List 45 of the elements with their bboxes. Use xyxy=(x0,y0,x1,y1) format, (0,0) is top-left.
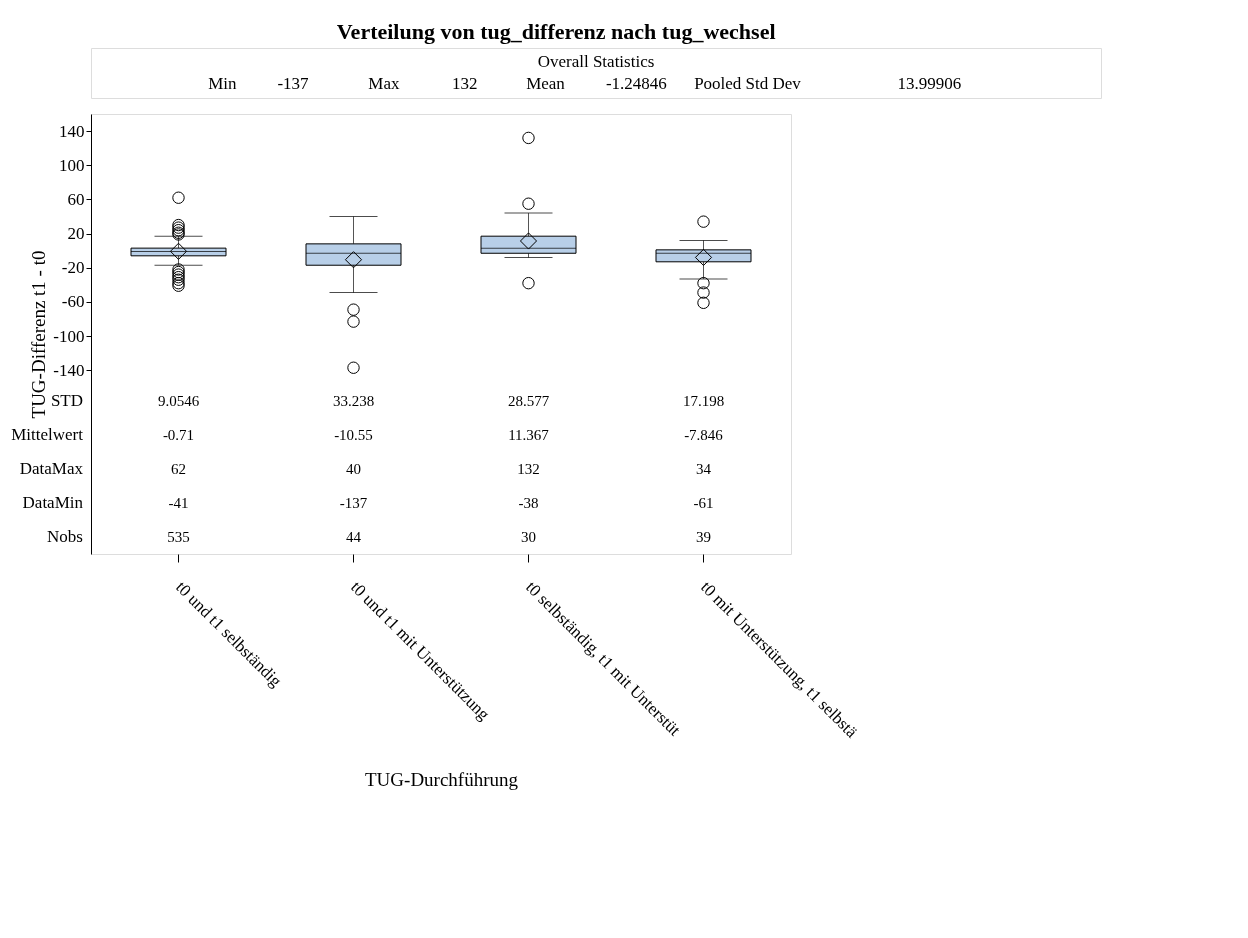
chart-title: Verteilung von tug_differenz nach tug_wechsel xyxy=(336,18,776,44)
annotation: 34 xyxy=(696,461,712,478)
text: DataMin xyxy=(22,493,84,513)
y-tick-label: 140 xyxy=(59,121,85,141)
text: Min xyxy=(208,74,237,94)
annotation: -10.55 xyxy=(334,427,373,444)
text: 132 xyxy=(451,74,478,94)
x-axis-title: TUG-Durchführung xyxy=(364,768,519,790)
annotation: 40 xyxy=(346,461,361,478)
annotation: 39 xyxy=(696,529,711,546)
annotation: 28.577 xyxy=(507,393,550,410)
annotation: 11.367 xyxy=(508,427,550,444)
annotation: 9.0546 xyxy=(157,393,200,410)
text: STD xyxy=(50,391,83,411)
y-tick-label: -140 xyxy=(53,360,85,380)
annotation: 33.238 xyxy=(332,393,375,410)
annotation: 17.198 xyxy=(682,393,725,410)
text: 13.99906 xyxy=(897,74,962,94)
text: Mittelwert xyxy=(11,425,84,445)
text: Nobs xyxy=(47,527,83,547)
text: Overall Statistics xyxy=(537,51,655,71)
annotation: -7.846 xyxy=(684,427,724,444)
y-tick-label: -100 xyxy=(53,326,85,346)
annotation: 62 xyxy=(171,461,186,478)
y-tick-label: 60 xyxy=(67,189,85,209)
annotation: -38 xyxy=(518,495,539,512)
annotation: -137 xyxy=(339,495,368,512)
text: -1.24846 xyxy=(605,74,667,94)
y-tick-label: 100 xyxy=(59,155,85,175)
annotation: 535 xyxy=(167,529,190,546)
text: DataMax xyxy=(19,459,84,479)
y-axis-title: TUG-Differenz t1 - t0 xyxy=(28,250,50,419)
text: Pooled Std Dev xyxy=(694,74,802,94)
annotation: -61 xyxy=(693,495,714,512)
text: -137 xyxy=(277,74,310,94)
annotation: 30 xyxy=(521,529,536,546)
text: Max xyxy=(368,74,400,94)
y-tick-label: -60 xyxy=(61,292,85,312)
annotation: -41 xyxy=(168,495,189,512)
y-tick-label: -20 xyxy=(61,258,85,278)
annotation: -0.71 xyxy=(162,427,195,444)
annotation: 44 xyxy=(346,529,362,546)
annotation: 132 xyxy=(517,461,540,478)
y-tick-label: 20 xyxy=(67,224,85,244)
text: Mean xyxy=(526,74,566,94)
